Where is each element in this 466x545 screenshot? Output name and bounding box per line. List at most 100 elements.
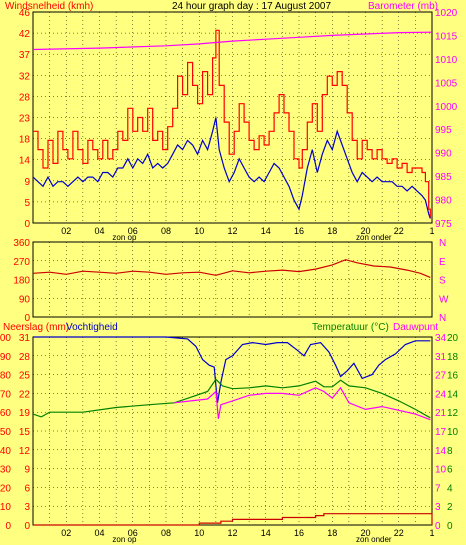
y-tick-label-left: 70 xyxy=(0,389,11,400)
barometer-axis-label: Barometer (mb) xyxy=(368,1,438,12)
sunset-label: zon onder xyxy=(356,233,392,242)
x-tick-label: 1 xyxy=(429,528,434,538)
y-tick-label-left-inner: 9 xyxy=(24,465,30,476)
y-tick-label-left: 18 xyxy=(19,135,31,146)
y-tick-label-left-inner: 31 xyxy=(19,333,31,344)
y-tick-label-right: E xyxy=(439,257,446,268)
y-tick-label-left: 90 xyxy=(0,352,11,363)
y-tick-label-right: 10 xyxy=(447,427,459,438)
y-tick-label-right-inner: 3 xyxy=(435,502,441,513)
y-tick-label-right: N xyxy=(439,313,446,324)
y-tick-label-left-inner: 25 xyxy=(19,371,31,382)
y-tick-label-right: 995 xyxy=(435,125,452,136)
dewpoint-axis-label: Dauwpunt xyxy=(393,322,438,333)
y-tick-label-right-inner: 14 xyxy=(435,446,447,457)
humidity-axis-label: Vochtigheid xyxy=(66,322,118,333)
x-tick-label: 18 xyxy=(327,528,337,538)
x-tick-label: 10 xyxy=(194,226,204,236)
x-tick-label: 06 xyxy=(128,226,138,236)
y-tick-label-right: 6 xyxy=(447,465,453,476)
series-gust xyxy=(33,29,431,219)
x-tick-label: 14 xyxy=(261,528,271,538)
sunrise-label: zon op xyxy=(112,233,137,242)
y-tick-label-left: 80 xyxy=(0,371,11,382)
x-tick-label: 12 xyxy=(227,528,237,538)
x-tick-label: 02 xyxy=(61,528,71,538)
y-tick-label-left: 23 xyxy=(19,114,31,125)
x-tick-label: 08 xyxy=(161,226,171,236)
y-tick-label-right: 1020 xyxy=(435,8,458,19)
y-tick-label-left: 46 xyxy=(19,8,31,19)
y-tick-label-right: N xyxy=(439,238,446,249)
y-tick-label-right: 14 xyxy=(447,389,459,400)
x-tick-label: 12 xyxy=(227,226,237,236)
sunrise-label: zon op xyxy=(112,535,137,544)
y-tick-label-right: 1005 xyxy=(435,78,458,89)
x-tick-label: 04 xyxy=(94,528,104,538)
y-tick-label-left: 40 xyxy=(0,446,11,457)
y-tick-label-right-inner: 27 xyxy=(435,371,447,382)
x-tick-label: 20 xyxy=(360,528,370,538)
y-tick-label-left: 0 xyxy=(5,521,11,532)
y-tick-label-left-inner: 22 xyxy=(19,389,31,400)
y-tick-label-right: S xyxy=(439,276,446,287)
panel-wind-labels: 0591418232832374246975980985990995100010… xyxy=(19,8,458,242)
y-tick-label-left-inner: 12 xyxy=(19,446,31,457)
chart-title: 24 hour graph day : 17 August 2007 xyxy=(172,1,331,12)
y-tick-label-right-inner: 0 xyxy=(435,521,441,532)
x-tick-label: 08 xyxy=(161,528,171,538)
y-tick-label-right-inner: 7 xyxy=(435,483,441,494)
y-tick-label-left: 60 xyxy=(0,408,11,419)
y-tick-label-left: 9 xyxy=(24,177,30,188)
sunset-label: zon onder xyxy=(356,535,392,544)
y-tick-label-left: 270 xyxy=(13,257,30,268)
y-tick-label-left-inner: 0 xyxy=(24,521,30,532)
y-tick-label-right: 1000 xyxy=(435,102,458,113)
y-tick-label-right: 1015 xyxy=(435,31,458,42)
y-tick-label-left: 20 xyxy=(0,483,11,494)
y-tick-label-left: 14 xyxy=(19,156,31,167)
panel-humidity-series xyxy=(32,336,433,526)
x-tick-label: 10 xyxy=(194,528,204,538)
wind-axis-label: Windsnelheid (kmh) xyxy=(5,1,93,12)
x-tick-label: 04 xyxy=(94,226,104,236)
y-tick-label-left-inner: 15 xyxy=(19,427,31,438)
y-tick-label-right-inner: 34 xyxy=(435,333,447,344)
panel-humidity-labels: 0010320630940125015601970228025902810031… xyxy=(0,333,459,544)
y-tick-label-left: 28 xyxy=(19,92,31,103)
y-tick-label-right: 20 xyxy=(447,333,459,344)
y-tick-label-left: 32 xyxy=(19,71,31,82)
series-barometer xyxy=(32,31,433,51)
y-tick-label-left: 50 xyxy=(0,427,11,438)
series-dewpoint xyxy=(174,386,431,421)
y-tick-label-left-inner: 6 xyxy=(24,483,30,494)
x-tick-label: 14 xyxy=(261,226,271,236)
series-temperature xyxy=(32,378,431,419)
y-tick-label-left-inner: 28 xyxy=(19,352,31,363)
x-tick-label: 22 xyxy=(394,528,404,538)
rain-axis-label: Neerslag (mm) xyxy=(3,322,69,333)
panel-wind-frame xyxy=(32,11,433,224)
y-tick-label-right: 990 xyxy=(435,149,452,160)
series-humidity xyxy=(33,336,431,403)
x-tick-label: 20 xyxy=(360,226,370,236)
x-tick-label: 02 xyxy=(61,226,71,236)
y-tick-label-right-inner: 17 xyxy=(435,427,447,438)
panel-wind-series xyxy=(32,29,433,219)
panel-direction-frame xyxy=(32,241,433,318)
y-tick-label-left: 360 xyxy=(13,238,30,249)
y-tick-label-left: 0 xyxy=(24,219,30,230)
series-average xyxy=(32,117,431,219)
y-tick-label-left: 42 xyxy=(19,29,31,40)
y-tick-label-right: 975 xyxy=(435,219,452,230)
y-tick-label-left: 100 xyxy=(0,333,11,344)
panel-direction-series xyxy=(32,259,431,278)
y-tick-label-right: W xyxy=(439,294,449,305)
y-tick-label-right-inner: 24 xyxy=(435,389,447,400)
y-tick-label-left-inner: 3 xyxy=(24,502,30,513)
y-tick-label-right-inner: 21 xyxy=(435,408,447,419)
x-tick-label: 22 xyxy=(394,226,404,236)
y-tick-label-right: 0 xyxy=(447,521,453,532)
panel-direction-grid xyxy=(33,242,432,317)
